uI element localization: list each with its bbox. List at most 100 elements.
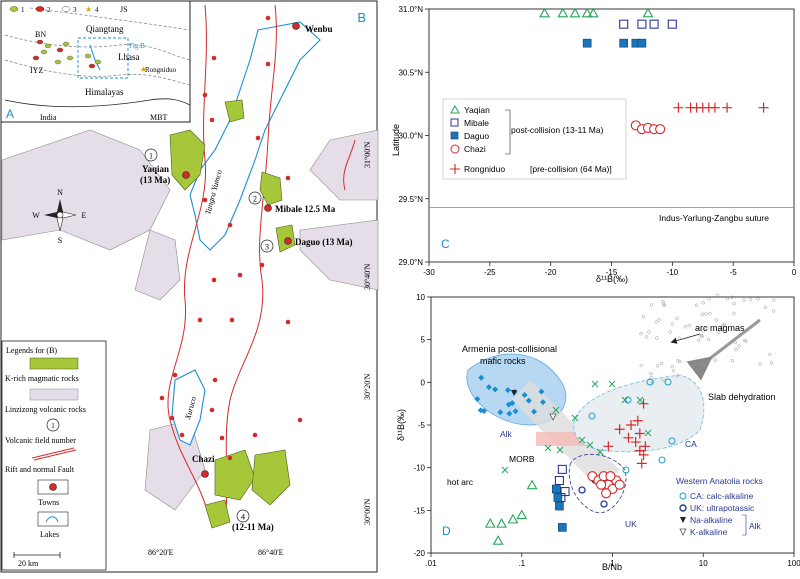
compass-e: E [82,211,87,220]
c-ytick-label: 29.0°N [398,258,423,267]
arc-magma-point [749,297,753,301]
armenia-diamond [521,391,528,398]
panel-b-legend: Legends for (B) K-rich magmatic rocks Li… [1,340,107,571]
arc-magma-point [649,372,653,376]
ann-arc-magmas: arc magmas [695,323,745,333]
ann-hot-arc: hot arc [447,477,474,487]
k-rich-field-north [224,99,245,123]
inset-field-dot [66,55,74,61]
c-point-yaqian [557,7,569,18]
fault-east [224,4,277,521]
legend-d-ca-icon [679,492,687,500]
small-town-dot [197,317,203,323]
legend-c-group: post-collision (13-11 Ma) [511,125,604,135]
inset-legend-open-icon [61,6,71,12]
c-point-rongniduo [722,102,733,113]
arc-magma-point [772,298,776,302]
panel-d-ylabel: δ¹¹B(‰) [396,409,406,441]
c-point-daguo [619,38,628,48]
d-ytick-label: -20 [413,549,425,558]
small-town-dot [259,262,265,268]
small-town-dot [172,372,178,378]
arc-magma-point [670,322,674,326]
d-point-rongniduo [634,428,645,439]
lon-tick-2: 86°40'E [258,548,284,557]
arc-magma-point [733,340,737,345]
armenia-diamond [509,400,516,407]
arc-magma-point [683,325,687,329]
uk-point [578,486,586,494]
arc-magma-point [694,303,699,307]
inset-field-dot [88,63,96,69]
d-point-mibale [554,475,564,486]
legend-c-daguo: Daguo [464,131,489,141]
arc-magma-point [700,312,705,316]
green-cross-point [578,436,586,444]
d-point-rongniduo [640,441,651,452]
armenia-diamond [474,396,481,403]
d-point-daguo [555,501,564,511]
d-ytick-label: -15 [413,506,425,515]
compass-s: S [58,236,62,245]
arc-magma-point [671,369,676,373]
legend-town-icon [49,483,57,491]
d-point-chazi [596,479,607,490]
d-ytick-label: -5 [418,421,426,430]
ann-mafic: mafic rocks [480,356,526,366]
c-point-chazi [655,124,666,135]
field-yaqian-marker [182,171,190,179]
green-cross-point [591,380,599,388]
fault-west [167,4,211,521]
small-town-dot [265,15,271,21]
arc-magma-point [713,358,717,362]
arc-magma-point [725,297,730,301]
arc-magma-point [645,335,649,339]
armenia-diamond [539,399,546,406]
legend-lake-icon [45,516,59,523]
arc-magma-point [737,344,741,348]
green-cross-point [636,396,644,404]
d-point-rongniduo [638,449,649,460]
inset-field-dot [32,55,40,61]
inset-fig-b: Fig.B [129,42,145,50]
field-chazi-age: (12-11 Ma) [232,522,274,532]
field-number-4-circle [236,509,250,523]
ann-ca: CA [685,439,697,449]
lat-tick-2: 30°40'N [363,263,372,290]
inset-legend-3: 3 [73,6,77,14]
arc-magma-point [639,331,643,336]
panel-a-inset: JS Qiangtang BN IYZ Lhasa Fig.B Rongnidu… [0,0,191,123]
arc-magma-point [661,299,665,304]
small-town-dot [219,435,225,441]
armenia-diamond [538,388,545,395]
compass-n: N [57,188,63,197]
arc-magma-point [676,359,680,363]
d-point-yaqian [516,509,528,520]
d-point-yaqian [492,535,504,545]
d-point-rongniduo [603,441,614,452]
legend-krich-swatch [29,357,79,370]
arc-magma-point [720,326,724,330]
inset-field-dot [36,39,44,45]
arc-magma-point [772,309,776,313]
c-point-yaqian [581,7,593,18]
arc-magma-point [730,295,734,299]
inset-field-dot [44,43,52,49]
panel-d-background-points [474,293,776,508]
small-town-dot [169,415,175,421]
arc-magma-point [744,339,748,343]
suture-label: Indus-Yarlung-Zangbu suture [659,213,769,223]
linzizong-area-c [134,229,181,301]
mbt-line [4,98,191,108]
field-number-2: 2 [253,195,257,204]
ca-point [668,437,676,445]
small-town-dot [209,117,215,123]
field-number-4: 4 [241,513,245,522]
bn-suture-line [4,34,191,61]
legend-d-na: Na-alkaline [690,515,733,525]
field-daguo-name: Daguo (13 Ma) [295,237,353,247]
d-xtick-label: 10 [699,559,708,568]
d-point-rongniduo [623,432,634,443]
